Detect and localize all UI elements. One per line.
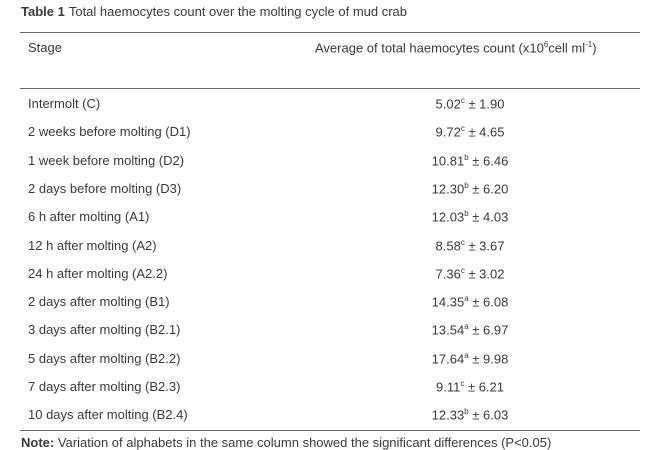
table-row: 2 weeks before molting (D1) 9.72c ± 4.65 <box>0 124 650 144</box>
header-value: Average of total haemocytes count (x106c… <box>315 40 597 56</box>
stage-cell: Intermolt (C) <box>28 96 101 111</box>
table-label: Table 1 <box>21 4 65 19</box>
value-cell: 10.81b ± 6.46 <box>431 152 509 168</box>
stage-cell: 6 h after molting (A1) <box>28 209 150 225</box>
top-rule <box>20 32 640 33</box>
stage-cell: 12 h after molting (A2) <box>28 237 157 253</box>
table-row: 2 days after molting (B1) 14.35a ± 6.08 <box>0 294 650 314</box>
table-row: Intermolt (C) 5.02c ± 1.90 <box>0 96 650 116</box>
stage-cell: 1 week before molting (D2) <box>28 152 185 168</box>
table-row: 6 h after molting (A1) 12.03b ± 4.03 <box>0 209 650 229</box>
value-cell: 7.36c ± 3.02 <box>435 265 505 282</box>
stage-cell: 2 days before molting (D3) <box>28 180 182 196</box>
stage-cell: 10 days after molting (B2.4) <box>28 407 188 423</box>
value-cell: 17.64a ± 9.98 <box>431 350 509 367</box>
table-row: 2 days before molting (D3) 12.30b ± 6.20 <box>0 181 650 201</box>
header-rule <box>20 88 640 89</box>
stage-cell: 2 weeks before molting (D1) <box>28 124 191 140</box>
bottom-rule <box>20 430 640 431</box>
stage-cell: 7 days after molting (B2.3) <box>28 379 181 394</box>
value-cell: 12.33b ± 6.03 <box>431 407 509 423</box>
header-stage: Stage <box>28 40 62 55</box>
caption-text: Total haemocytes count over the molting … <box>68 4 408 19</box>
table-row: 1 week before molting (D2) 10.81b ± 6.46 <box>0 153 650 173</box>
table-row: 12 h after molting (A2) 8.58c ± 3.67 <box>0 238 650 258</box>
value-cell: 9.72c ± 4.65 <box>435 124 505 140</box>
value-cell: 12.03b ± 4.03 <box>431 209 509 225</box>
value-cell: 8.58c ± 3.67 <box>435 237 505 253</box>
table-row: 3 days after molting (B2.1) 13.54a ± 6.97 <box>0 322 650 342</box>
value-cell: 5.02c ± 1.90 <box>435 96 505 112</box>
stage-cell: 3 days after molting (B2.1) <box>28 322 181 338</box>
table-note: Note: Variation of alphabets in the same… <box>21 435 552 450</box>
stage-cell: 5 days after molting (B2.2) <box>28 350 181 366</box>
stage-cell: 24 h after molting (A2.2) <box>28 265 168 281</box>
value-cell: 13.54a ± 6.97 <box>431 322 509 338</box>
value-cell: 14.35a ± 6.08 <box>431 294 509 310</box>
value-cell: 12.30b ± 6.20 <box>431 180 509 197</box>
table-row: 24 h after molting (A2.2) 7.36c ± 3.02 <box>0 266 650 286</box>
table-row: 10 days after molting (B2.4) 12.33b ± 6.0… <box>0 407 650 427</box>
stage-cell: 2 days after molting (B1) <box>28 294 170 310</box>
table-row: 5 days after molting (B2.2) 17.64a ± 9.98 <box>0 351 650 371</box>
table-row: 7 days after molting (B2.3) 9.11c ± 6.21 <box>0 379 650 399</box>
value-cell: 9.11c ± 6.21 <box>435 379 505 395</box>
table-caption: Table 1 Total haemocytes count over the m… <box>21 4 407 19</box>
